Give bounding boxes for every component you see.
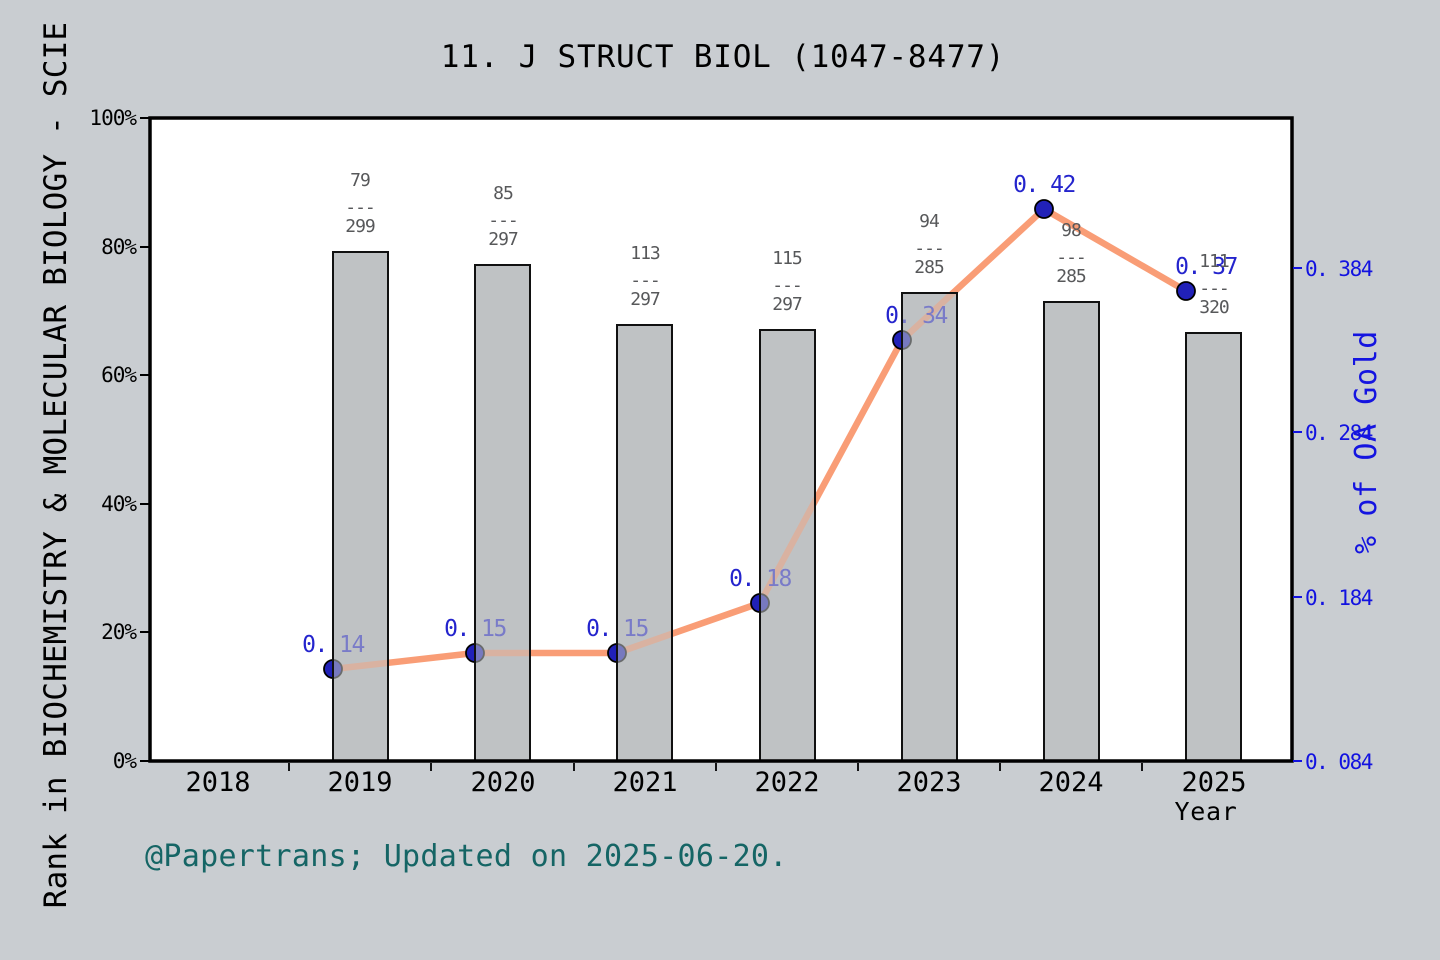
fraction-numerator: 111: [1199, 251, 1229, 272]
bar-overlay-2025: [1185, 332, 1242, 762]
y-right-tick-label: 0. 184: [1305, 586, 1373, 610]
fraction-label-2021: 113 --- 297: [630, 243, 661, 310]
bar-overlay-2023: [901, 292, 958, 762]
fraction-divider: ---: [914, 238, 944, 259]
fraction-divider: ---: [1056, 247, 1086, 268]
fraction-divider: ---: [772, 275, 802, 296]
y-left-axis: 0% 20% 40% 60% 80% 100%: [89, 106, 149, 773]
fraction-label-2019: 79 --- 299: [345, 170, 376, 237]
bar-overlay-2019: [332, 251, 389, 762]
chart-title: 11. J STRUCT BIOL (1047-8477): [441, 39, 1005, 75]
fraction-denominator: 297: [772, 294, 802, 315]
value-label-2025: 0. 37: [1175, 254, 1237, 280]
y-left-tick-label: 20%: [101, 620, 137, 644]
fraction-labels: 79 --- 299 85 --- 297 113 --- 297 115 --…: [345, 170, 1230, 318]
footer-credit: @Papertrans; Updated on 2025-06-20.: [145, 839, 788, 874]
fraction-denominator: 320: [1199, 297, 1229, 318]
fraction-divider: ---: [488, 210, 518, 231]
fraction-denominator: 285: [1056, 266, 1086, 287]
y-right-tick-label: 0. 384: [1305, 257, 1373, 281]
fraction-denominator: 299: [345, 216, 375, 237]
bar-overlay-2022: [759, 329, 816, 762]
plot-area: [150, 118, 1292, 761]
y-right-tick-label: 0. 284: [1305, 421, 1373, 445]
fraction-numerator: 94: [919, 211, 939, 232]
fraction-label-2022: 115 --- 297: [772, 248, 803, 315]
fraction-numerator: 115: [772, 248, 802, 269]
x-tick-label-2019: 2019: [327, 767, 392, 798]
y-left-tick-label: 0%: [113, 749, 138, 773]
fraction-divider: ---: [1199, 278, 1229, 299]
x-tick-label-2018: 2018: [185, 767, 250, 798]
fraction-label-2024: 98 --- 285: [1056, 220, 1087, 287]
x-axis: 2018 2019 2020 2021 2022 2023 2024 2025: [185, 763, 1247, 798]
bar-overlay-2021: [616, 324, 673, 762]
line-point-2025: [1176, 281, 1196, 301]
bar-overlay-2024: [1043, 301, 1100, 762]
x-axis-title: Year: [1174, 797, 1237, 826]
x-tick-label-2024: 2024: [1038, 767, 1103, 798]
fraction-label-2025: 111 --- 320: [1199, 251, 1230, 318]
fraction-denominator: 285: [914, 257, 944, 278]
y-left-axis-title: Rank in BIOCHEMISTRY & MOLECULAR BIOLOGY…: [38, 22, 74, 909]
bar-series-overlay: [332, 251, 1242, 762]
y-left-tick-label: 40%: [101, 492, 137, 516]
fraction-numerator: 85: [493, 183, 513, 204]
fraction-numerator: 113: [630, 243, 660, 264]
fraction-divider: ---: [345, 197, 375, 218]
x-tick-label-2021: 2021: [612, 767, 677, 798]
x-tick-label-2020: 2020: [470, 767, 535, 798]
bar-overlay-2020: [474, 264, 531, 762]
y-left-tick-label: 80%: [101, 235, 137, 259]
x-tick-label-2022: 2022: [754, 767, 819, 798]
fraction-divider: ---: [630, 270, 660, 291]
fraction-label-2020: 85 --- 297: [488, 183, 519, 250]
x-tick-label-2023: 2023: [896, 767, 961, 798]
y-right-axis: 0. 084 0. 184 0. 284 0. 384: [1293, 257, 1374, 774]
y-right-axis-title: % of OA Gold: [1349, 330, 1384, 554]
line-point-2024: [1034, 199, 1054, 219]
y-left-tick-label: 60%: [101, 363, 137, 387]
fraction-denominator: 297: [630, 289, 660, 310]
y-left-tick-label: 100%: [89, 106, 137, 130]
plot-border: [148, 116, 1294, 763]
value-label-2024: 0. 42: [1013, 172, 1075, 198]
y-right-tick-label: 0. 084: [1305, 750, 1373, 774]
fraction-numerator: 98: [1061, 220, 1081, 241]
fraction-denominator: 297: [488, 229, 518, 250]
fraction-label-2023: 94 --- 285: [914, 211, 945, 278]
x-tick-label-2025: 2025: [1181, 767, 1246, 798]
fraction-numerator: 79: [350, 170, 370, 191]
